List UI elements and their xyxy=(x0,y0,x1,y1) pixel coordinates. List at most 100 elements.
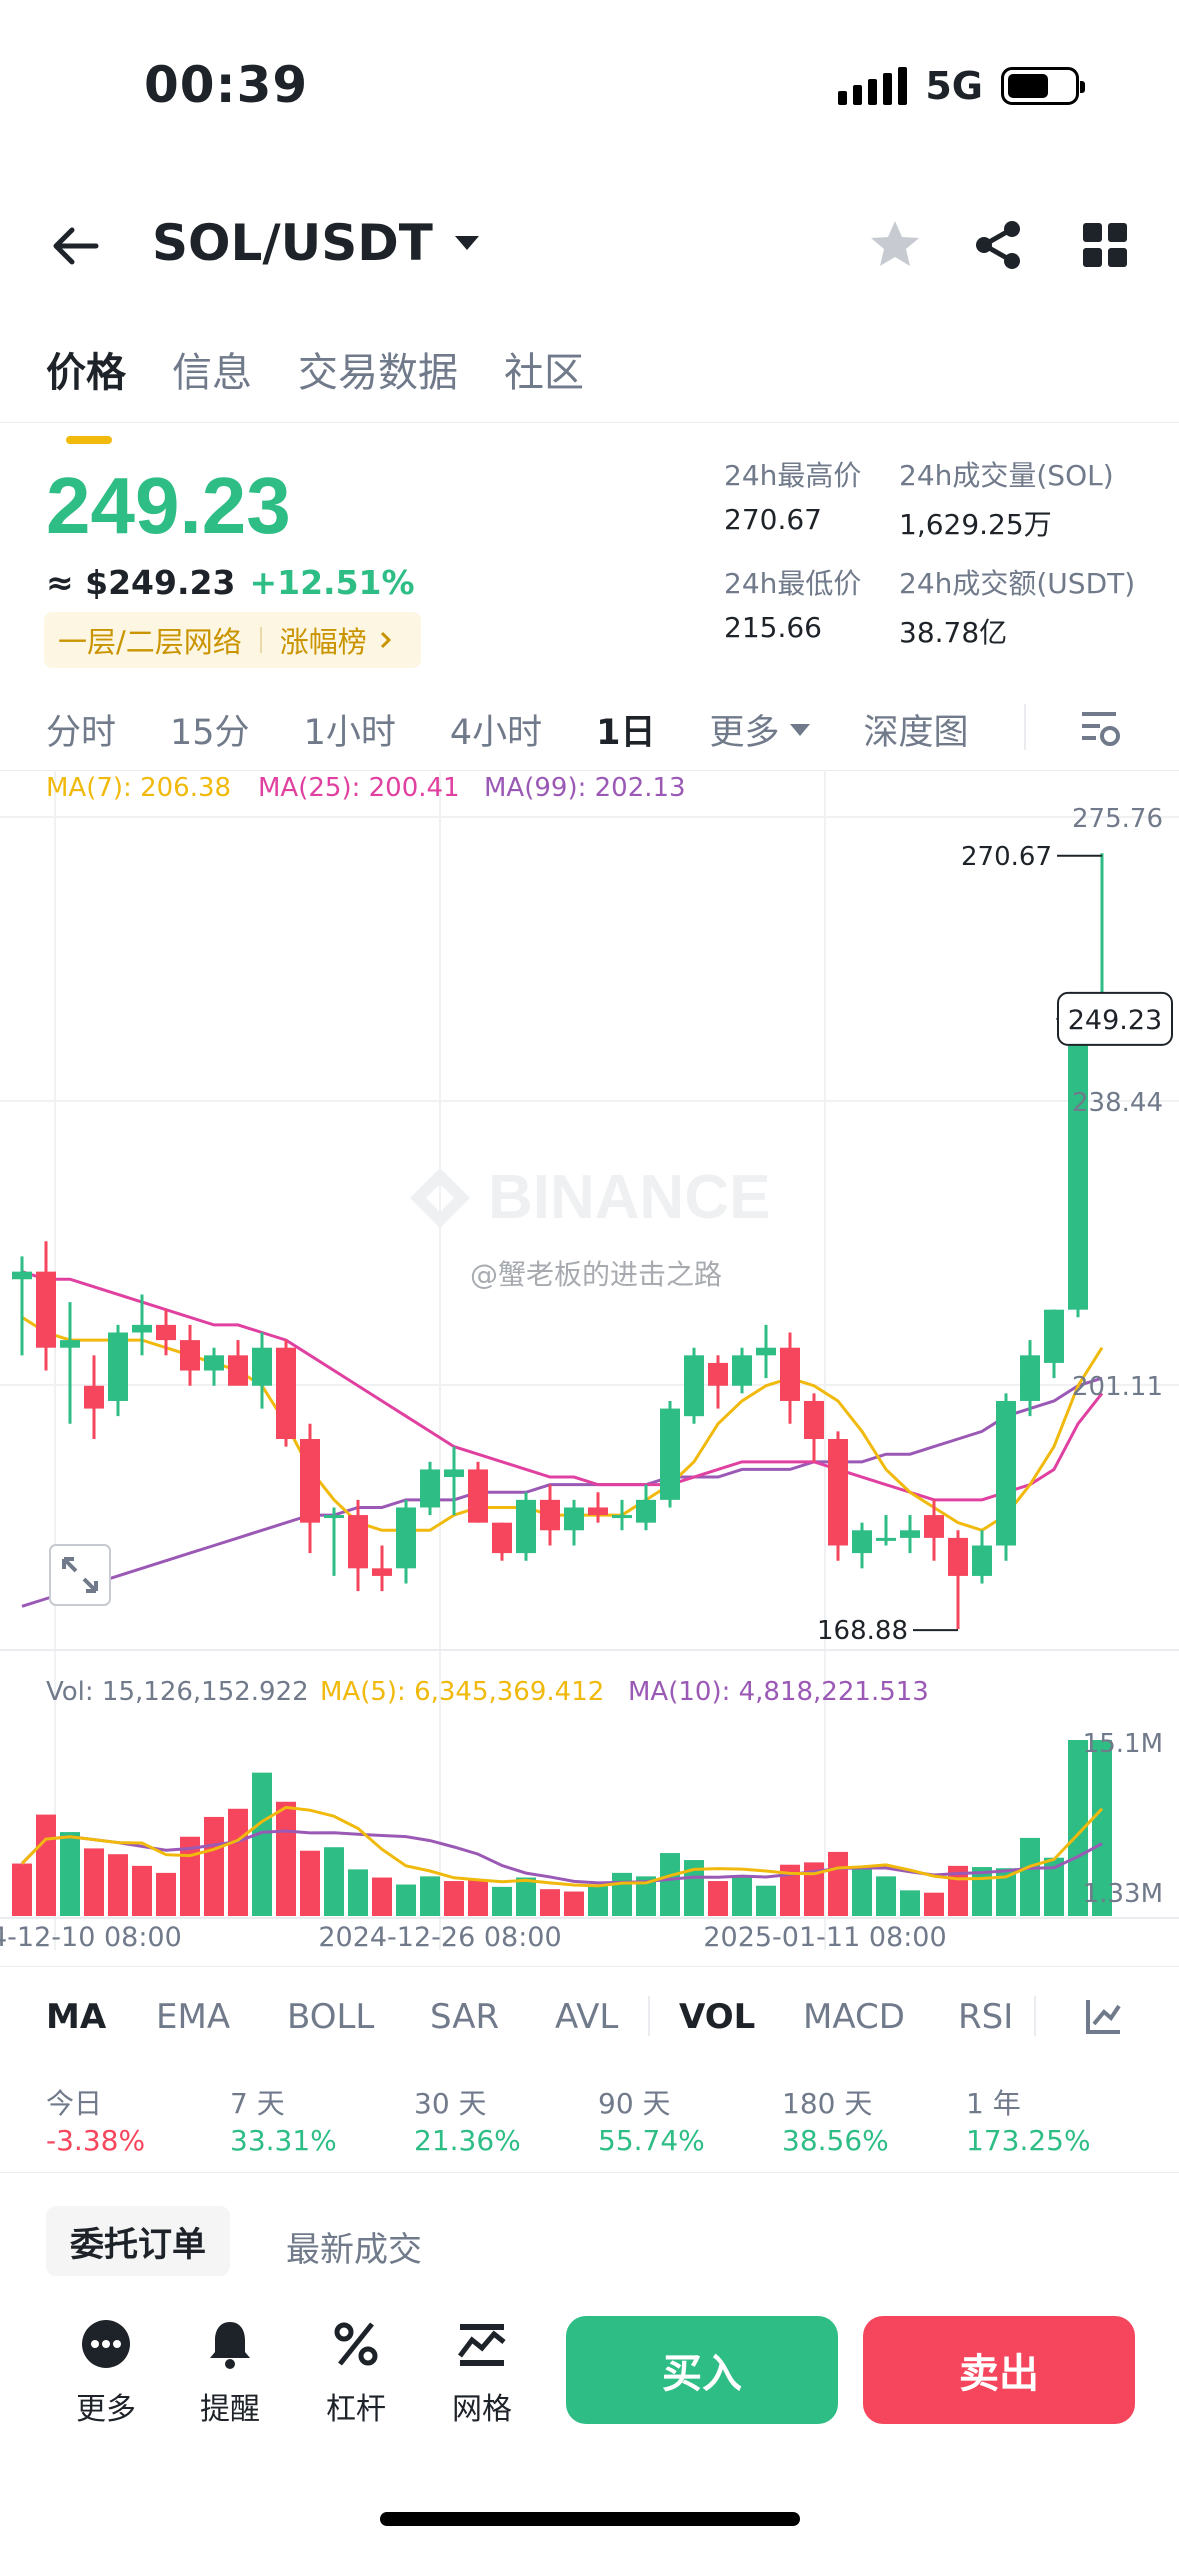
candle-body xyxy=(468,1469,488,1523)
interval-line[interactable]: 分时 xyxy=(46,713,117,753)
tab-latest-trades[interactable]: 最新成交 xyxy=(286,2230,422,2270)
stat-high-value: 270.67 xyxy=(724,503,822,536)
ind-ma[interactable]: MA xyxy=(46,1997,107,2037)
volume-bar xyxy=(732,1875,752,1916)
interval-more[interactable]: 更多 xyxy=(709,704,810,755)
status-time: 00:39 xyxy=(144,56,309,114)
interval-1h[interactable]: 1小时 xyxy=(303,713,396,753)
candle-body xyxy=(204,1355,224,1371)
tab-open-orders[interactable]: 委托订单 xyxy=(46,2206,230,2276)
low-marker-label: 168.88 xyxy=(817,1616,908,1646)
network-type: 5G xyxy=(925,64,983,108)
chart-settings-icon[interactable] xyxy=(1078,706,1122,750)
sell-button[interactable]: 卖出 xyxy=(863,2316,1135,2424)
candle-body xyxy=(252,1347,272,1386)
stat-vol-usdt-value: 38.78亿 xyxy=(899,616,1008,649)
volume-bar xyxy=(588,1884,608,1916)
ind-macd[interactable]: MACD xyxy=(803,1997,905,2037)
high-marker-label: 270.67 xyxy=(961,842,1052,872)
chart-labels: MA(7): 206.38 MA(25): 200.41 MA(99): 202.1… xyxy=(0,773,1173,1950)
candle-body xyxy=(972,1545,992,1576)
share-icon[interactable] xyxy=(968,215,1028,275)
volume-bar xyxy=(660,1853,680,1916)
candle-body xyxy=(444,1469,464,1478)
current-price-label: 249.23 xyxy=(1068,1005,1162,1036)
candle-body xyxy=(36,1271,56,1348)
tag-layer-network[interactable]: 一层/二层网络 xyxy=(58,625,242,659)
pair-selector[interactable]: SOL/USDT xyxy=(152,214,479,272)
ind-rsi[interactable]: RSI xyxy=(958,1997,1014,2037)
volume-bar xyxy=(636,1876,656,1916)
main-tabs: 价格 信息 交易数据 社区 xyxy=(46,340,584,444)
price-change: +12.51% xyxy=(249,563,415,602)
ma99-line xyxy=(21,1376,1103,1608)
chart-grid xyxy=(0,770,1179,1950)
grid-menu-icon[interactable] xyxy=(1075,215,1135,275)
buy-button[interactable]: 买入 xyxy=(566,2316,838,2424)
perf-value: 33.31% xyxy=(230,2124,337,2157)
candle-body xyxy=(828,1439,848,1546)
volume-bar xyxy=(276,1801,296,1916)
tag-gainers[interactable]: 涨幅榜 xyxy=(279,625,367,659)
ma7-path xyxy=(21,1316,1104,1532)
candle-body xyxy=(996,1400,1016,1546)
margin-tool-button[interactable]: 杠杆 xyxy=(306,2316,406,2428)
ind-avl[interactable]: AVL xyxy=(555,1997,619,2037)
more-tool-button[interactable]: 更多 xyxy=(56,2316,156,2428)
tab-community[interactable]: 社区 xyxy=(504,350,584,396)
tab-info[interactable]: 信息 xyxy=(172,350,252,396)
candle-body xyxy=(396,1507,416,1569)
perf-label: 今日 xyxy=(46,2087,103,2120)
volume-bar xyxy=(132,1865,152,1916)
volume-bar xyxy=(1092,1740,1112,1916)
tags-box[interactable]: 一层/二层网络 涨幅榜 xyxy=(44,612,421,668)
alert-tool-button[interactable]: 提醒 xyxy=(180,2316,280,2428)
back-arrow-icon[interactable] xyxy=(48,218,104,274)
ind-ema[interactable]: EMA xyxy=(156,1997,231,2037)
volume-bar xyxy=(612,1872,632,1916)
tab-trading-data[interactable]: 交易数据 xyxy=(298,350,458,396)
volume-bar xyxy=(684,1860,704,1916)
interval-4h[interactable]: 4小时 xyxy=(449,713,543,753)
vol-axis-label: 1.33M xyxy=(1083,1879,1163,1909)
candlestick-chart[interactable]: BINANCE MA(7): 206.38 MA(25): 200.41 MA(99… xyxy=(0,770,1179,1950)
candle-body xyxy=(492,1522,512,1554)
perf-label: 90 天 xyxy=(598,2087,671,2120)
interval-1d[interactable]: 1日 xyxy=(596,713,656,753)
volume-bar xyxy=(36,1814,56,1916)
candle-body xyxy=(12,1271,32,1280)
candle-body xyxy=(852,1530,872,1554)
candle-body xyxy=(684,1355,704,1417)
home-indicator[interactable] xyxy=(380,2512,800,2526)
candle-body xyxy=(732,1355,752,1386)
current-price-box xyxy=(1057,991,1173,1046)
candle-body xyxy=(1020,1355,1040,1401)
volume-bar xyxy=(996,1868,1016,1916)
perf-value: 55.74% xyxy=(598,2124,705,2157)
grid-bot-tool-button[interactable]: 网格 xyxy=(432,2316,532,2428)
stat-low-label: 24h最低价 xyxy=(724,567,862,600)
ind-sar[interactable]: SAR xyxy=(430,1997,500,2037)
perf-value: -3.38% xyxy=(46,2124,146,2157)
depth-chart-tab[interactable]: 深度图 xyxy=(863,713,969,753)
candle-body xyxy=(780,1347,800,1401)
expand-icon[interactable] xyxy=(48,1543,112,1607)
caret-down-icon xyxy=(789,723,810,736)
volume-bar xyxy=(348,1869,368,1916)
ind-boll[interactable]: BOLL xyxy=(287,1997,375,2037)
ind-vol[interactable]: VOL xyxy=(679,1997,756,2037)
volume-bar xyxy=(516,1877,536,1916)
perf-value: 173.25% xyxy=(966,2124,1091,2157)
star-icon[interactable] xyxy=(865,215,925,275)
candle-body xyxy=(756,1347,776,1356)
pair-title: SOL/USDT xyxy=(152,214,433,272)
tab-price[interactable]: 价格 xyxy=(46,340,126,444)
volume-bar xyxy=(12,1863,32,1916)
price-axis-label: 201.11 xyxy=(1072,1372,1163,1402)
interval-15m[interactable]: 15分 xyxy=(170,713,250,753)
volume-bar xyxy=(780,1864,800,1916)
indicator-settings-icon[interactable] xyxy=(1084,1996,1124,2036)
candle-body xyxy=(588,1507,608,1516)
volume-bars xyxy=(12,1740,1112,1916)
candle-body xyxy=(372,1568,392,1576)
